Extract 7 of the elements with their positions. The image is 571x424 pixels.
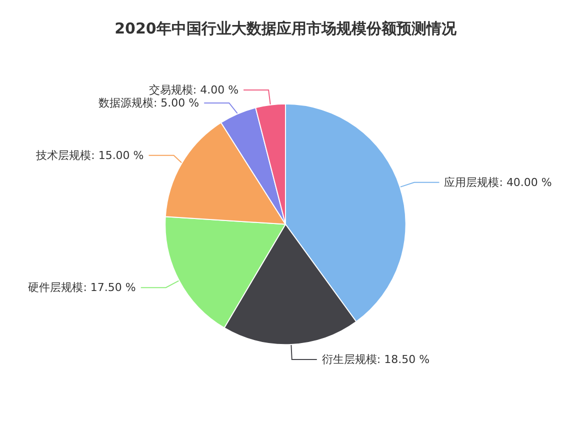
slice-label: 硬件层规模: 17.50 % xyxy=(28,281,136,294)
chart-title: 2020年中国行业大数据应用市场规模份额预测情况 xyxy=(114,20,458,38)
slice-label: 技术层规模: 15.00 % xyxy=(35,148,144,162)
slice-label: 交易规模: 4.00 % xyxy=(148,83,239,96)
slice-label: 应用层规模: 40.00 % xyxy=(444,176,552,189)
slice-label: 衍生层规模: 18.50 % xyxy=(322,352,430,366)
slice-label: 数据源规模: 5.00 % xyxy=(98,96,200,110)
